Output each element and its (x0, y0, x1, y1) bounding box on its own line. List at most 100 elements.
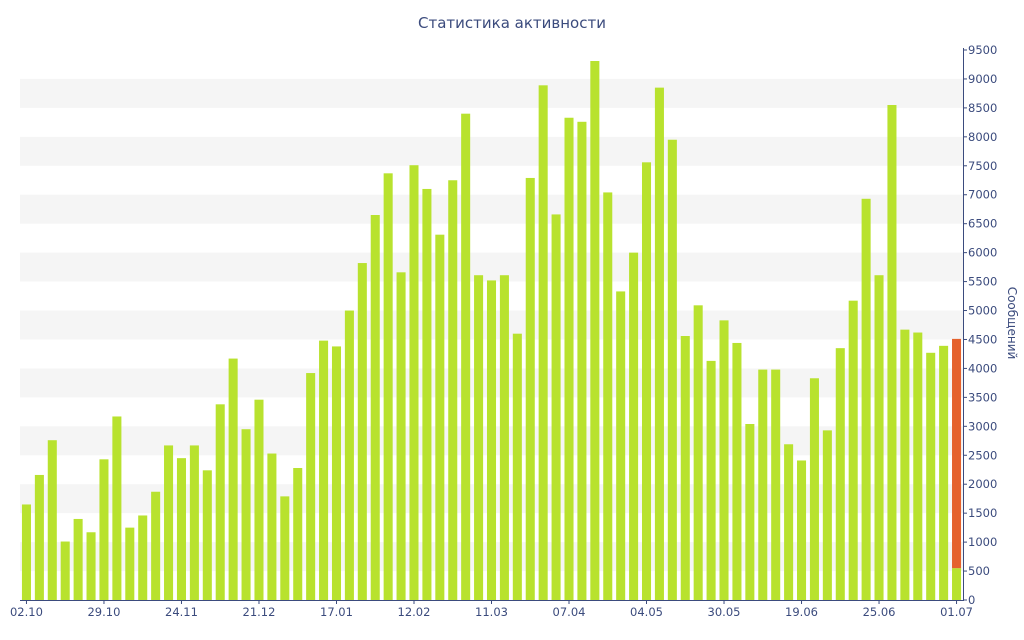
bar[interactable] (448, 180, 458, 600)
bar[interactable] (745, 424, 755, 600)
bar[interactable] (396, 272, 406, 600)
bar[interactable] (280, 496, 290, 600)
y-tick-label: 7000 (968, 188, 997, 202)
bar[interactable] (835, 348, 845, 600)
bar[interactable] (629, 252, 639, 600)
bar[interactable] (164, 445, 174, 600)
bar[interactable] (228, 358, 238, 600)
bar[interactable] (861, 198, 871, 601)
bar[interactable] (319, 340, 329, 600)
bars (21, 61, 962, 601)
bar[interactable] (887, 105, 897, 600)
bar[interactable] (499, 275, 509, 600)
bar[interactable] (60, 541, 70, 600)
bar[interactable] (138, 515, 148, 600)
bar[interactable] (73, 518, 83, 600)
bar[interactable] (900, 329, 910, 600)
bar[interactable] (293, 468, 303, 600)
bar[interactable] (590, 61, 600, 600)
x-tick-label: 30.05 (708, 605, 741, 619)
bar[interactable] (706, 360, 716, 600)
bar[interactable] (331, 346, 342, 600)
bar[interactable] (758, 369, 768, 600)
bar[interactable] (215, 404, 225, 600)
bar[interactable] (267, 453, 277, 600)
bar-segment-highlight[interactable] (952, 338, 962, 569)
bar[interactable] (939, 345, 949, 600)
bar[interactable] (306, 373, 316, 600)
x-tick-label: 02.10 (10, 605, 43, 619)
bar[interactable] (474, 275, 484, 600)
bar[interactable] (34, 474, 44, 600)
bar[interactable] (926, 352, 936, 600)
bar[interactable] (344, 310, 354, 600)
bar[interactable] (383, 173, 393, 600)
bar[interactable] (370, 215, 380, 600)
bar[interactable] (525, 177, 535, 600)
bar[interactable] (112, 416, 122, 600)
bar[interactable] (422, 188, 432, 600)
bar[interactable] (913, 332, 923, 600)
bar[interactable] (577, 121, 587, 600)
y-tick-label: 2500 (968, 448, 997, 462)
bar[interactable] (151, 491, 161, 600)
chart-title: Статистика активности (418, 14, 606, 32)
x-tick-label: 12.02 (398, 605, 431, 619)
bar[interactable] (667, 139, 677, 601)
bar[interactable] (47, 440, 57, 600)
bar[interactable] (512, 333, 522, 600)
bar[interactable] (357, 263, 367, 600)
x-tick-label: 07.04 (553, 605, 586, 619)
x-tick-label: 01.07 (940, 605, 973, 619)
bar[interactable] (21, 504, 31, 600)
x-tick-label: 19.06 (785, 605, 818, 619)
bar[interactable] (771, 369, 781, 600)
x-tick-label: 21.12 (243, 605, 276, 619)
y-tick-label: 4500 (968, 332, 997, 346)
bar[interactable] (603, 192, 613, 601)
bar[interactable] (99, 459, 109, 600)
x-tick-label: 25.06 (863, 605, 896, 619)
grid-band (20, 136, 963, 166)
y-tick-label: 3500 (968, 390, 997, 404)
bar[interactable] (86, 532, 96, 600)
y-tick-label: 5000 (968, 304, 997, 318)
bar[interactable] (797, 460, 807, 600)
bar[interactable] (952, 568, 962, 600)
bar[interactable] (616, 291, 626, 600)
bar[interactable] (693, 305, 703, 600)
y-tick-label: 9000 (968, 72, 997, 86)
bar[interactable] (202, 470, 212, 600)
grid-band (20, 252, 963, 282)
bar[interactable] (732, 342, 742, 600)
bar[interactable] (538, 85, 548, 600)
bar[interactable] (486, 280, 497, 600)
bar[interactable] (241, 429, 251, 600)
y-tick-label: 8000 (968, 130, 997, 144)
y-tick-label: 500 (968, 564, 990, 578)
bar[interactable] (809, 378, 819, 600)
bar[interactable] (719, 320, 729, 600)
grid-band (20, 194, 963, 224)
bar[interactable] (848, 300, 858, 600)
bar[interactable] (551, 214, 561, 601)
bar[interactable] (680, 336, 690, 600)
bar[interactable] (641, 162, 652, 600)
bar[interactable] (822, 430, 832, 600)
x-tick-label: 29.10 (87, 605, 120, 619)
bar[interactable] (176, 458, 186, 600)
bar[interactable] (461, 113, 471, 601)
bar[interactable] (874, 275, 884, 600)
x-tick-label: 04.05 (630, 605, 663, 619)
x-tick-labels: 02.10 29.10 24.11 21.12 17.01 12.02 11.03 07.04… (10, 600, 973, 619)
bar[interactable] (784, 444, 794, 600)
bar[interactable] (564, 117, 574, 601)
bar[interactable] (409, 165, 419, 600)
bar[interactable] (254, 399, 264, 600)
bar[interactable] (435, 234, 445, 600)
bar[interactable] (189, 445, 199, 600)
bar[interactable] (125, 527, 135, 600)
y-tick-label: 5500 (968, 275, 997, 289)
bar[interactable] (654, 87, 664, 600)
